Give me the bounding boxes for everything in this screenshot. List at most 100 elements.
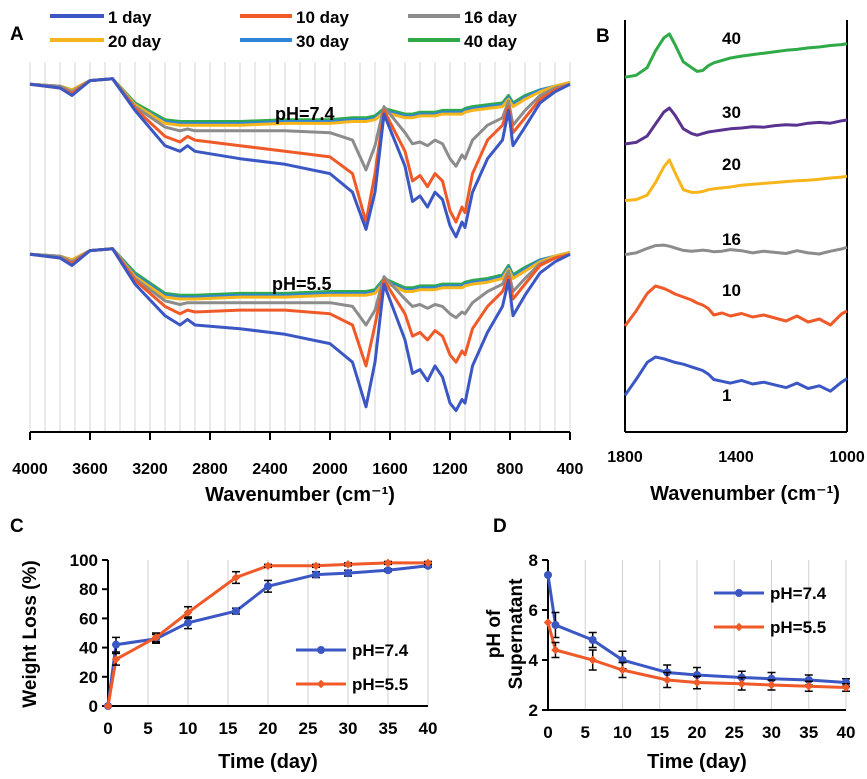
panel-c-y-tick-label: 0 [89,697,98,716]
panel-d-x-tick-label: 15 [650,723,669,742]
panel-d-point-ph-5-5 [841,683,851,692]
panel-a-x-tick-label: 4000 [12,461,48,478]
panel-b-series-40 [624,32,848,79]
panel-d-legend-marker [734,622,744,632]
panel-c-point-ph-5-5 [343,560,353,569]
panel-b-label-1: 1 [722,386,731,405]
panel-b-series-30 [624,106,848,146]
panel-c-y-tick-label: 100 [70,551,98,570]
panel-d-point-ph-5-5 [543,618,553,627]
panel-b-series-10 [623,284,848,327]
panel-d-point-ph-5-5 [804,682,813,691]
legend-label-30-day: 30 day [296,32,349,51]
panel-d-point-ph-5-5 [692,678,702,687]
panel-d-x-tick-label: 10 [613,723,632,742]
panel-a-x-tick-label: 800 [497,461,524,478]
panel-a-subpanel-label-ph74: pH=7.4 [275,104,335,124]
panel-a-x-tick-label: 3200 [132,461,168,478]
panel-c-point-ph-7-4 [264,582,272,591]
panel-c-series [103,558,433,711]
panel-d-x-tick-label: 30 [762,723,781,742]
panel-d-y-axis-label-line1: pH of [484,609,505,658]
panel-d-line-ph-7-4 [546,574,847,684]
panel-c-point-ph-7-4 [112,640,120,649]
panel-c-point-ph-7-4 [184,618,192,627]
panel-a-x-tick-label: 1200 [432,461,468,478]
panel-d-y-tick-label: 2 [529,701,538,720]
panel-a-ph-7-4-series-16-day [29,77,571,172]
legend-label-20-day: 20 day [108,32,161,51]
panel-c-legend: pH=7.4 pH=5.5 [296,641,409,694]
legend-label-10-day: 10 day [296,8,349,27]
panel-d-legend-label-ph-5-5: pH=5.5 [770,618,826,637]
panel-a-x-tick-label: 1600 [372,461,408,478]
panel-d-y-tick-label: 4 [529,651,539,670]
legend-label-16-day: 16 day [464,8,517,27]
panel-label-a: A [10,24,24,45]
panel-label-d: D [493,516,507,537]
panel-c-x-tick-label: 30 [339,719,358,738]
panel-b-label-10: 10 [722,281,741,300]
panel-d-legend-label-ph-7-4: pH=7.4 [770,584,827,603]
ftir-zoom-panel: 40 30 20 16 10 1 1800 1400 1000 Wavenumber (cm⁻… [607,20,865,505]
panel-d-ticks: 0 5 10 15 20 25 30 35 40 2 4 6 8 [529,551,856,742]
panel-d-point-ph-5-5 [551,645,560,655]
panel-b-series [623,32,848,397]
panel-c-x-tick-label: 10 [179,719,198,738]
panel-d-line-ph-5-5 [546,622,847,689]
panel-b-label-16: 16 [722,230,741,249]
panel-d-legend-marker [735,589,743,597]
panel-d-point-ph-5-5 [588,655,597,665]
panel-c-x-tick-label: 5 [143,719,152,738]
panel-d-x-axis-label: Time (day) [647,751,747,773]
panel-d-y-axis-label-line2: Supernatant [506,578,527,690]
panel-a-gridlines [29,62,571,432]
panel-b-x-tick-label: 1800 [607,449,643,466]
panel-d-x-tick-label: 35 [799,723,818,742]
panel-a-subpanel-label-ph55: pH=5.5 [272,274,332,294]
panel-c-y-tick-label: 20 [79,668,98,687]
panel-c-ticks: 0 5 10 15 20 25 30 35 40 0 20 40 60 80 100 [70,551,438,738]
panel-a-x-ticks: 4000 3600 3200 2800 2400 2000 1600 1200 800 400 [12,432,583,478]
panel-b-series-1 [623,355,848,397]
panel-a-ph-5-5-series-10-day [29,247,571,368]
panel-a-ph-7-4-series-1-day [29,77,571,239]
panel-c-point-ph-7-4 [344,569,352,578]
ph-panel: 0 5 10 15 20 25 30 35 40 2 4 6 8 pH=7.4 pH=5.5 Time (… [484,551,855,773]
panel-b-series-labels: 40 30 20 16 10 1 [722,29,741,405]
ftir-spectra-panel: 4000 3600 3200 2800 2400 2000 1600 1200 800 400 p… [12,62,583,506]
panel-c-y-axis-label: Weight Loss (%) [20,560,41,707]
panel-a-x-tick-label: 2800 [192,461,228,478]
panel-c-x-tick-label: 0 [103,719,112,738]
panel-c-point-ph-5-5 [383,558,393,568]
panel-b-x-tick-label: 1400 [718,449,754,466]
panel-d-point-ph-7-4 [551,621,560,629]
legend: 1 day 20 day 10 day 30 day 16 day 40 day [50,8,517,51]
panel-a-x-tick-label: 2400 [252,461,288,478]
panel-b-x-axis-label: Wavenumber (cm⁻¹) [650,483,840,505]
panel-a-x-tick-label: 2000 [312,461,348,478]
weight-loss-panel: 0 5 10 15 20 25 30 35 40 0 20 40 60 80 100 pH=7.4 pH=5.… [20,551,437,773]
panel-c-x-tick-label: 40 [419,719,438,738]
panel-c-legend-marker [317,646,325,654]
panel-b-x-tick-label: 1000 [829,449,865,466]
panel-a-x-tick-label: 3600 [72,461,108,478]
legend-label-40-day: 40 day [464,32,517,51]
panel-c-line-ph-5-5 [106,561,428,707]
panel-d-y-tick-label: 8 [529,551,538,570]
panel-b-x-ticks: 1800 1400 1000 [607,449,865,466]
panel-a-x-axis-label: Wavenumber (cm⁻¹) [205,484,395,506]
panel-c-legend-label-ph-7-4: pH=7.4 [352,641,409,660]
panel-d-x-tick-label: 25 [725,723,744,742]
panel-c-x-tick-label: 20 [259,719,278,738]
panel-b-label-30: 30 [722,103,741,122]
panel-label-b: B [596,26,610,47]
panel-d-x-tick-label: 5 [581,723,590,742]
panel-c-line-ph-7-4 [106,564,429,707]
panel-c-point-ph-5-5 [423,558,433,568]
panel-d-legend: pH=7.4 pH=5.5 [714,584,827,637]
panel-label-c: C [10,516,24,537]
panel-c-x-tick-label: 15 [219,719,238,738]
legend-label-1-day: 1 day [108,8,152,27]
